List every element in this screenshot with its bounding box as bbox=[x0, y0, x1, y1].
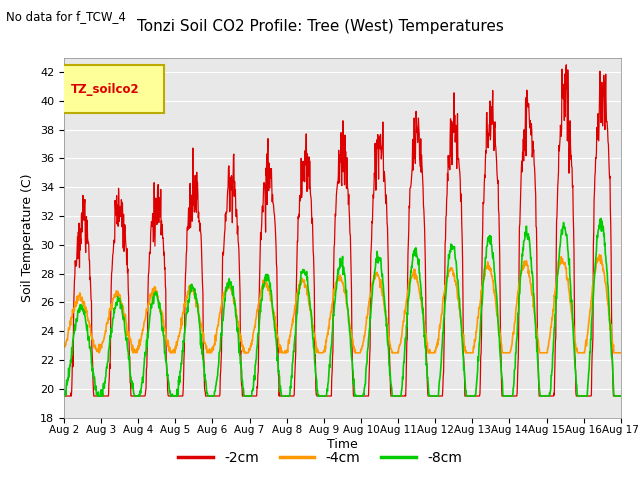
-4cm bbox=[502, 350, 509, 356]
-4cm bbox=[60, 344, 68, 349]
-8cm bbox=[502, 393, 509, 399]
-2cm bbox=[551, 373, 559, 379]
Text: TZ_soilco2: TZ_soilco2 bbox=[70, 83, 140, 96]
Legend: -2cm, -4cm, -8cm: -2cm, -4cm, -8cm bbox=[173, 445, 467, 471]
FancyBboxPatch shape bbox=[56, 65, 164, 113]
Text: No data for f_TCW_4: No data for f_TCW_4 bbox=[6, 10, 126, 23]
-4cm bbox=[171, 346, 179, 352]
Y-axis label: Soil Temperature (C): Soil Temperature (C) bbox=[22, 173, 35, 302]
-2cm bbox=[184, 227, 191, 233]
X-axis label: Time: Time bbox=[327, 438, 358, 451]
-4cm bbox=[246, 343, 254, 349]
-8cm bbox=[597, 216, 605, 221]
-4cm bbox=[551, 289, 559, 295]
-8cm bbox=[617, 393, 625, 399]
-2cm bbox=[563, 62, 570, 68]
-4cm bbox=[429, 350, 437, 356]
-8cm bbox=[429, 393, 436, 399]
-4cm bbox=[184, 291, 192, 297]
-2cm bbox=[170, 393, 178, 399]
-8cm bbox=[170, 393, 178, 399]
-8cm bbox=[551, 324, 559, 330]
Line: -4cm: -4cm bbox=[64, 254, 621, 353]
-2cm bbox=[617, 393, 625, 399]
-8cm bbox=[246, 393, 254, 399]
-4cm bbox=[617, 350, 625, 356]
-2cm bbox=[60, 393, 68, 399]
Line: -2cm: -2cm bbox=[64, 65, 621, 396]
-2cm bbox=[502, 393, 509, 399]
-4cm bbox=[95, 350, 103, 356]
-4cm bbox=[596, 252, 604, 257]
Text: Tonzi Soil CO2 Profile: Tree (West) Temperatures: Tonzi Soil CO2 Profile: Tree (West) Temp… bbox=[136, 19, 504, 34]
-8cm bbox=[60, 393, 68, 399]
-2cm bbox=[246, 393, 254, 399]
Line: -8cm: -8cm bbox=[64, 218, 621, 396]
-2cm bbox=[429, 393, 436, 399]
-8cm bbox=[184, 309, 191, 315]
